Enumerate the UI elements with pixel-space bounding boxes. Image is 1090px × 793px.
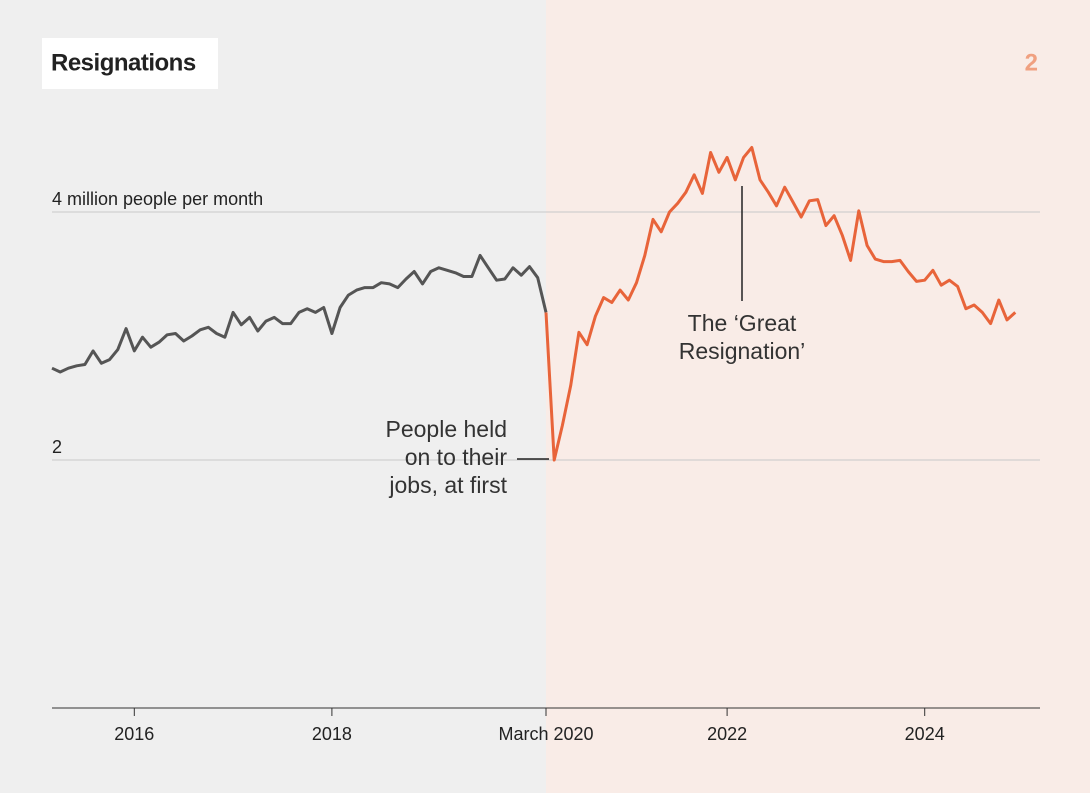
y-tick-label: 4 million people per month (52, 189, 263, 209)
annotation-text: People held (386, 416, 508, 442)
x-tick-label: 2022 (707, 724, 747, 744)
line (51, 253, 548, 374)
x-tick-label: 2024 (905, 724, 945, 744)
x-tick-label: March 2020 (498, 724, 593, 744)
x-tick-label: 2016 (114, 724, 154, 744)
chart-title: Resignations (51, 49, 196, 76)
annotation-text: Resignation’ (679, 338, 806, 364)
title-box (42, 38, 218, 89)
y-tick-label: 2 (52, 437, 62, 457)
annotation-text: jobs, at first (388, 472, 507, 498)
annotation-text: on to their (405, 444, 508, 470)
x-tick-label: 2018 (312, 724, 352, 744)
panel-before (0, 0, 546, 793)
line (544, 146, 1017, 462)
page-number: 2 (1025, 49, 1038, 76)
panel-after (546, 0, 1090, 793)
annotation-text: The ‘Great (688, 310, 797, 336)
